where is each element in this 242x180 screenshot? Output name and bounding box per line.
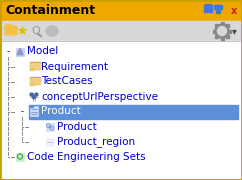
Bar — [220, 22, 224, 25]
Bar — [216, 5, 220, 13]
Bar — [30, 78, 40, 84]
Text: O: O — [32, 26, 40, 36]
Bar — [30, 68, 34, 70]
Bar — [46, 123, 54, 130]
Text: Model: Model — [27, 46, 58, 57]
Bar — [16, 152, 24, 161]
Text: ▾: ▾ — [232, 26, 236, 36]
Bar — [204, 5, 212, 12]
Bar — [215, 24, 218, 27]
Bar — [30, 62, 34, 64]
Circle shape — [17, 154, 23, 159]
Circle shape — [215, 24, 229, 38]
Bar — [29, 105, 238, 119]
Bar — [213, 30, 216, 33]
Bar — [30, 77, 40, 79]
Bar — [30, 107, 38, 116]
Text: Code Engineering Sets: Code Engineering Sets — [27, 152, 146, 161]
Circle shape — [30, 93, 33, 96]
Bar — [16, 48, 24, 55]
Bar — [1, 41, 241, 178]
Bar — [18, 107, 26, 116]
Bar — [215, 35, 218, 38]
Circle shape — [19, 155, 21, 158]
Text: -: - — [21, 107, 23, 116]
Text: x: x — [231, 6, 237, 16]
Bar — [5, 26, 10, 29]
Circle shape — [218, 26, 227, 35]
Bar — [5, 26, 16, 34]
Bar — [30, 93, 38, 100]
Bar — [30, 62, 40, 64]
Bar — [226, 35, 229, 38]
Bar — [228, 30, 231, 33]
Text: Containment: Containment — [5, 4, 95, 17]
Bar — [6, 24, 10, 27]
Text: Product_region: Product_region — [57, 136, 135, 147]
Text: conceptUrlPerspective: conceptUrlPerspective — [41, 91, 158, 102]
Bar — [34, 105, 38, 109]
Text: Product: Product — [57, 122, 97, 132]
Text: ★: ★ — [16, 24, 28, 37]
Bar — [30, 78, 40, 84]
Bar — [1, 1, 241, 21]
Bar — [4, 48, 12, 55]
Bar — [30, 63, 40, 69]
Bar — [5, 25, 10, 27]
Text: TestCases: TestCases — [41, 76, 93, 87]
Bar — [30, 83, 34, 85]
Bar — [220, 37, 224, 40]
Bar — [226, 24, 229, 27]
Text: Product: Product — [41, 107, 81, 116]
Polygon shape — [17, 48, 23, 55]
Bar — [214, 5, 222, 9]
Bar — [30, 78, 34, 79]
Text: -: - — [7, 48, 9, 57]
Ellipse shape — [46, 26, 58, 36]
Bar — [30, 63, 40, 69]
Circle shape — [35, 93, 38, 96]
Text: Requirement: Requirement — [41, 62, 108, 71]
Bar — [205, 4, 211, 6]
Bar — [1, 21, 241, 41]
Bar — [5, 26, 16, 34]
Circle shape — [32, 96, 36, 99]
Bar — [46, 138, 54, 145]
